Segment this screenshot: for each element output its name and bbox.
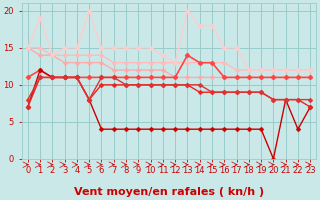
X-axis label: Vent moyen/en rafales ( kn/h ): Vent moyen/en rafales ( kn/h )	[74, 187, 264, 197]
